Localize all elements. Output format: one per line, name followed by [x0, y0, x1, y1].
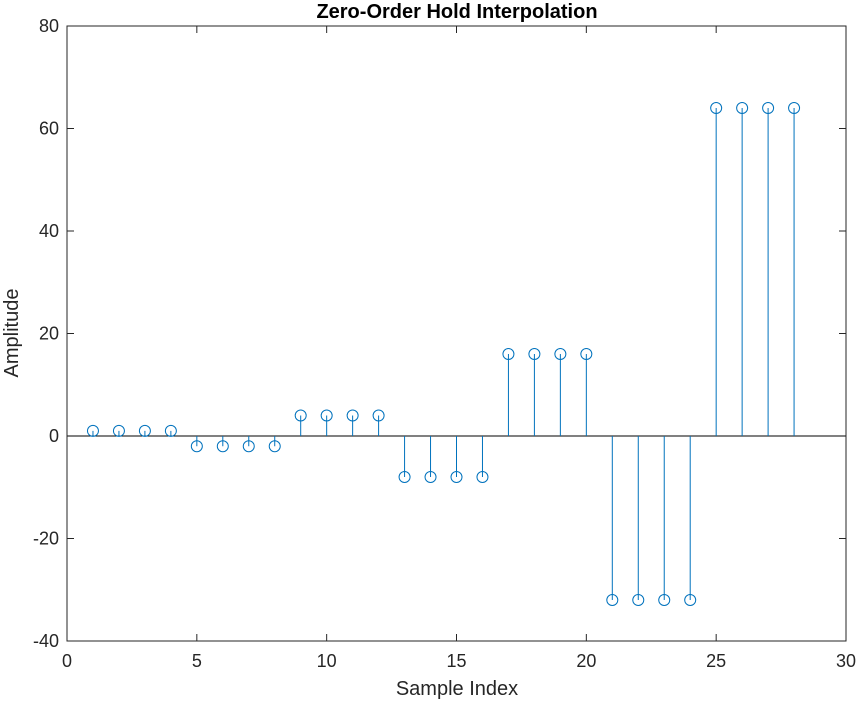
- y-tick-label: -40: [33, 631, 59, 651]
- stem-marker: [528, 348, 541, 360]
- x-axis-label: Sample Index: [396, 678, 518, 700]
- plot-frame: [66, 25, 847, 642]
- stem-marker: [372, 409, 385, 422]
- y-tick-label: 60: [39, 119, 59, 139]
- stem-marker: [268, 440, 281, 453]
- stem-marker: [164, 424, 177, 437]
- stem-marker: [294, 409, 307, 422]
- plot-background: [67, 26, 846, 641]
- stem-marker: [86, 424, 99, 437]
- stems: [92, 108, 795, 600]
- stem-marker: [398, 471, 411, 483]
- stem-marker: [242, 440, 255, 453]
- y-tick-label: 20: [39, 324, 59, 344]
- axis-ticks: 0 5 10 15 20 25 30 -40 -20 0 20 40 60 80: [33, 16, 856, 671]
- stem-marker: [346, 409, 359, 422]
- y-axis-label: Amplitude: [1, 289, 23, 378]
- x-tick-label: 5: [192, 651, 202, 671]
- stem-marker: [710, 102, 723, 114]
- x-tick-label: 10: [317, 651, 337, 671]
- stem-marker: [476, 471, 489, 483]
- stem-marker: [112, 424, 125, 437]
- stem-marker: [580, 348, 593, 360]
- stem-marker: [788, 102, 801, 114]
- stem-marker: [216, 440, 229, 453]
- stem-marker: [138, 424, 151, 437]
- stem-marker: [736, 102, 749, 114]
- x-tick-label: 20: [576, 651, 596, 671]
- stem-marker: [606, 594, 619, 606]
- stem-marker: [450, 471, 463, 483]
- stem-marker: [632, 594, 645, 606]
- x-tick-label: 25: [706, 651, 726, 671]
- x-tick-label: 15: [446, 651, 466, 671]
- stem-marker: [320, 409, 333, 422]
- x-tick-label: 30: [836, 651, 856, 671]
- y-tick-label: 80: [39, 16, 59, 36]
- chart-title: Zero-Order Hold Interpolation: [316, 1, 597, 23]
- stem-marker: [424, 471, 437, 483]
- markers: [86, 102, 801, 606]
- stem-marker: [554, 348, 567, 360]
- stem-marker: [762, 102, 775, 114]
- stem-marker: [658, 594, 671, 606]
- stem-marker: [502, 348, 515, 360]
- stem-marker: [190, 440, 203, 453]
- y-tick-label: 40: [39, 221, 59, 241]
- x-tick-label: 0: [62, 651, 72, 671]
- y-tick-label: 0: [49, 426, 59, 446]
- y-tick-label: -20: [33, 529, 59, 549]
- stem-marker: [684, 594, 697, 606]
